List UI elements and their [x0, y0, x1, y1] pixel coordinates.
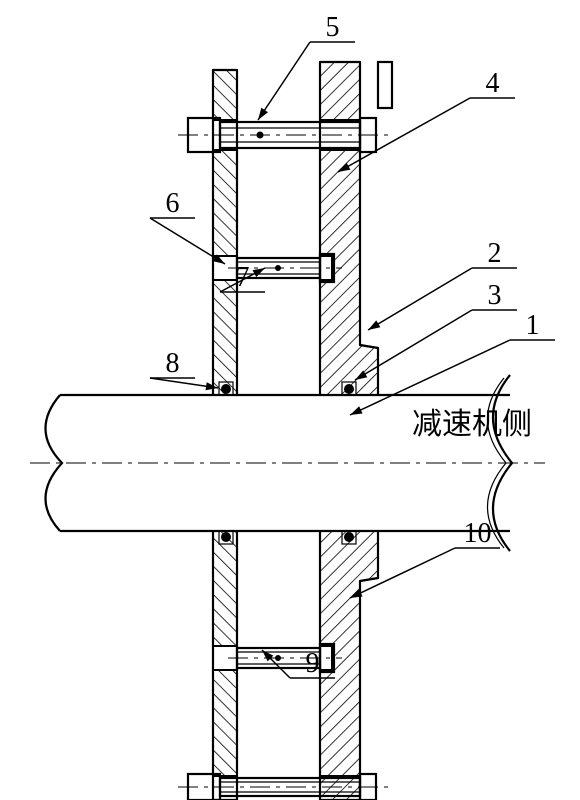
- leader-arrow-2: [368, 320, 380, 330]
- reducer-side-label: 减速机侧: [412, 408, 532, 441]
- seal-top-right: [344, 384, 354, 394]
- callout-number-1: 1: [526, 310, 540, 341]
- callout-number-6: 6: [166, 188, 180, 219]
- leader-arrow-5: [258, 108, 268, 120]
- callout-number-5: 5: [326, 12, 340, 43]
- outer-bolt-top: [178, 118, 388, 152]
- left-flange-lower: [213, 531, 237, 800]
- leader-line-5: [258, 42, 310, 120]
- right-flange-upper: [320, 62, 378, 395]
- callout-number-10: 10: [464, 518, 492, 549]
- right-stub-top: [378, 62, 392, 108]
- callout-number-9: 9: [306, 648, 320, 679]
- callout-number-7: 7: [236, 262, 250, 293]
- leader-line-2: [368, 268, 472, 330]
- engineering-diagram: 减速机侧 1 2 3 4 5 6 7 8 9 10: [0, 0, 580, 800]
- right-flange-lower: [320, 531, 378, 800]
- callout-number-2: 2: [488, 238, 502, 269]
- leader-line-3: [355, 310, 472, 380]
- callout-number-4: 4: [486, 68, 500, 99]
- seal-top-left: [221, 384, 231, 394]
- leader-arrow-7: [253, 268, 265, 277]
- callout-number-8: 8: [166, 348, 180, 379]
- callout-number-3: 3: [488, 280, 502, 311]
- leader-arrow-1: [350, 406, 363, 415]
- inner-bolt-bottom: [228, 644, 342, 672]
